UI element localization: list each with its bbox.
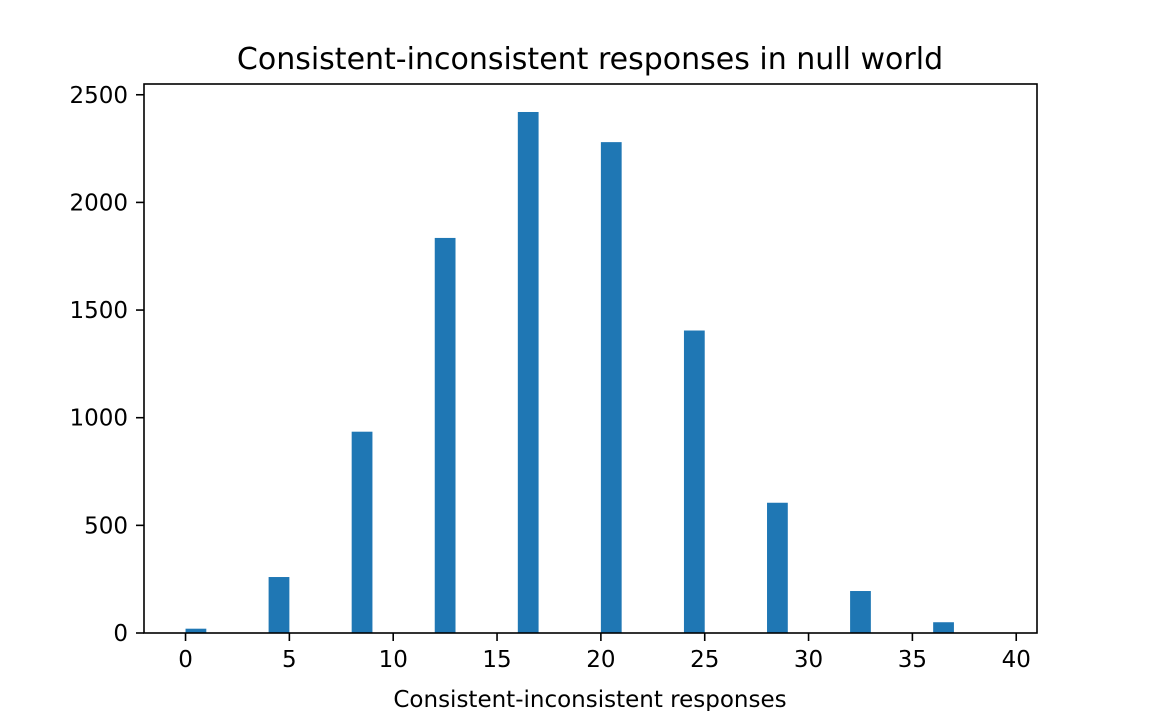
x-tick-label-5: 25 <box>690 647 719 673</box>
x-tick-label-2: 10 <box>379 647 408 673</box>
y-tick-label-1: 500 <box>84 513 128 539</box>
x-tick-label-3: 15 <box>482 647 511 673</box>
y-tick-label-4: 2000 <box>69 190 128 216</box>
y-tick-label-5: 2500 <box>69 83 128 109</box>
plot-frame <box>143 83 1038 634</box>
histogram-bar-5 <box>600 142 622 634</box>
x-axis-ticks: 0 5 10 15 20 25 30 35 40 <box>178 633 1031 673</box>
y-axis-ticks: 0 500 1000 1500 2000 2500 <box>69 83 144 647</box>
histogram-bar-1 <box>268 577 290 633</box>
y-tick-label-0: 0 <box>113 621 128 647</box>
y-tick-label-3: 1500 <box>69 298 128 324</box>
x-tick-label-0: 0 <box>178 647 193 673</box>
chart-title: Consistent-inconsistent responses in nul… <box>237 42 943 77</box>
histogram-bar-7 <box>767 502 788 633</box>
histogram-bar-3 <box>434 237 456 633</box>
bars-layer <box>185 111 954 634</box>
y-tick-label-2: 1000 <box>69 406 128 432</box>
histogram-bar-6 <box>683 330 705 633</box>
x-tick-label-6: 30 <box>794 647 823 673</box>
x-tick-label-4: 20 <box>586 647 615 673</box>
histogram-bar-8 <box>850 591 871 633</box>
x-tick-label-7: 35 <box>898 647 927 673</box>
histogram-bar-9 <box>933 622 954 633</box>
x-axis-label: Consistent-inconsistent responses <box>393 687 786 711</box>
x-tick-label-8: 40 <box>1002 647 1031 673</box>
histogram-bar-4 <box>517 111 539 634</box>
histogram-bar-2 <box>351 431 373 633</box>
x-tick-label-1: 5 <box>282 647 297 673</box>
histogram-bar-0 <box>185 628 207 633</box>
